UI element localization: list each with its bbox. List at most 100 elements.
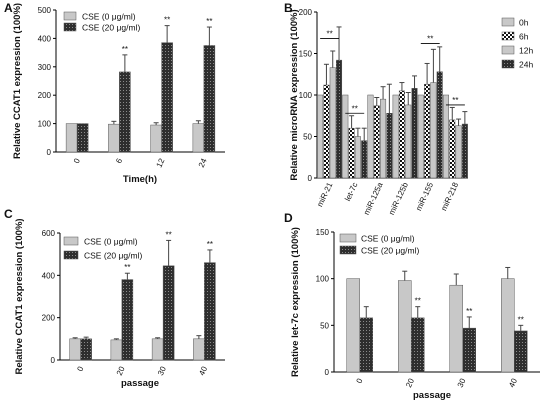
bar	[405, 104, 412, 179]
bar	[193, 338, 205, 361]
y-tick-label: 0	[325, 368, 330, 377]
legend-label: 0h	[519, 18, 529, 28]
x-tick-label: 20	[115, 365, 127, 377]
x-tick-label: miR-125b	[387, 181, 410, 217]
x-tick-label: 20	[404, 377, 416, 389]
bar	[69, 338, 81, 361]
x-tick-label: 30	[156, 365, 168, 377]
y-tick-label: 400	[42, 271, 56, 280]
significance-marker: **	[207, 240, 213, 249]
legend-swatch	[501, 31, 515, 41]
x-tick-label: 12	[155, 157, 167, 169]
panel-letter: B	[284, 1, 293, 15]
bar	[373, 105, 380, 179]
legend-swatch	[63, 236, 79, 246]
bar	[411, 88, 418, 179]
bar	[329, 67, 336, 179]
y-axis-title: Relative let-7c expression (100%)	[290, 227, 301, 377]
y-tick-label: 0	[308, 174, 313, 183]
legend-swatch	[63, 22, 77, 32]
x-tick-label: let-7c	[343, 181, 359, 203]
bar	[203, 45, 216, 153]
legend-swatch	[501, 45, 515, 55]
legend-label: 6h	[519, 32, 529, 42]
bar	[346, 278, 360, 373]
y-tick-label: 0	[47, 148, 52, 157]
panel-letter: D	[284, 211, 293, 225]
bar	[449, 284, 463, 373]
bar	[359, 317, 373, 373]
y-tick-label: 100	[38, 120, 52, 129]
bar	[461, 123, 468, 179]
bar	[162, 265, 175, 361]
bar	[361, 140, 368, 179]
bar	[161, 42, 173, 153]
y-tick-label: 50	[320, 321, 329, 330]
y-tick-label: 50	[303, 133, 312, 142]
x-tick-label: 0	[355, 377, 365, 385]
legend-swatch	[501, 59, 515, 69]
bar	[514, 330, 528, 373]
bar	[150, 124, 162, 153]
bar	[317, 94, 324, 179]
significance-marker: **	[518, 315, 524, 324]
panel-letter: C	[4, 207, 13, 221]
legend-swatch	[63, 250, 79, 260]
significance-marker: **	[122, 45, 128, 54]
x-axis-title: Time(h)	[123, 174, 157, 185]
y-axis-title: Relative microRNA expression (100%)	[289, 9, 300, 180]
x-tick-label: 40	[197, 365, 209, 377]
significance-marker: **	[164, 16, 170, 25]
legend-label: CSE (20 μg/ml)	[84, 251, 142, 261]
y-tick-label: 600	[42, 229, 56, 238]
x-tick-label: miR-155	[414, 181, 435, 213]
significance-marker: **	[124, 263, 130, 272]
legend-label: CSE (0 μg/ml)	[82, 12, 136, 22]
y-tick-label: 500	[38, 6, 52, 15]
y-tick-label: 150	[299, 50, 313, 59]
legend-swatch	[63, 11, 77, 21]
legend-label: CSE (20 μg/ml)	[361, 246, 419, 256]
legend-swatch	[501, 17, 515, 27]
x-tick-label: 30	[456, 377, 468, 389]
y-tick-label: 200	[299, 8, 313, 17]
bar	[380, 98, 387, 179]
y-tick-label: 100	[299, 91, 313, 100]
bar	[348, 127, 355, 179]
x-tick-label: 0	[75, 365, 85, 373]
x-tick-label: 6	[114, 157, 124, 165]
bar	[449, 119, 456, 179]
bar	[76, 123, 89, 153]
significance-marker: **	[427, 35, 433, 44]
bar	[192, 123, 205, 153]
y-tick-label: 200	[42, 314, 56, 323]
significance-marker: **	[166, 230, 172, 239]
panel-d: D 0 50 100 150 Relative let-7c expression (10…	[284, 211, 540, 401]
bar	[354, 136, 361, 179]
bar	[342, 94, 349, 179]
bar	[417, 94, 424, 179]
bar	[392, 94, 399, 179]
y-tick-label: 0	[51, 356, 56, 365]
bar	[119, 71, 131, 153]
bar	[65, 123, 78, 153]
legend-swatch	[339, 233, 357, 243]
significance-marker: **	[326, 30, 332, 39]
bar	[462, 327, 476, 373]
bar	[108, 123, 120, 153]
bar	[110, 339, 123, 361]
x-tick-label: 0	[72, 157, 82, 165]
panel-a: A 0 100 200 300 400 500 Relative CCAT1 expressi…	[4, 1, 225, 185]
significance-marker: **	[352, 104, 358, 113]
x-tick-label: miR-21	[315, 181, 334, 209]
y-tick-label: 100	[316, 275, 330, 284]
significance-marker: **	[466, 307, 472, 316]
bar	[424, 83, 431, 179]
significance-marker: **	[206, 17, 212, 26]
legend-label: 24h	[519, 60, 533, 70]
bar	[121, 279, 134, 361]
y-tick-label: 300	[38, 63, 52, 72]
